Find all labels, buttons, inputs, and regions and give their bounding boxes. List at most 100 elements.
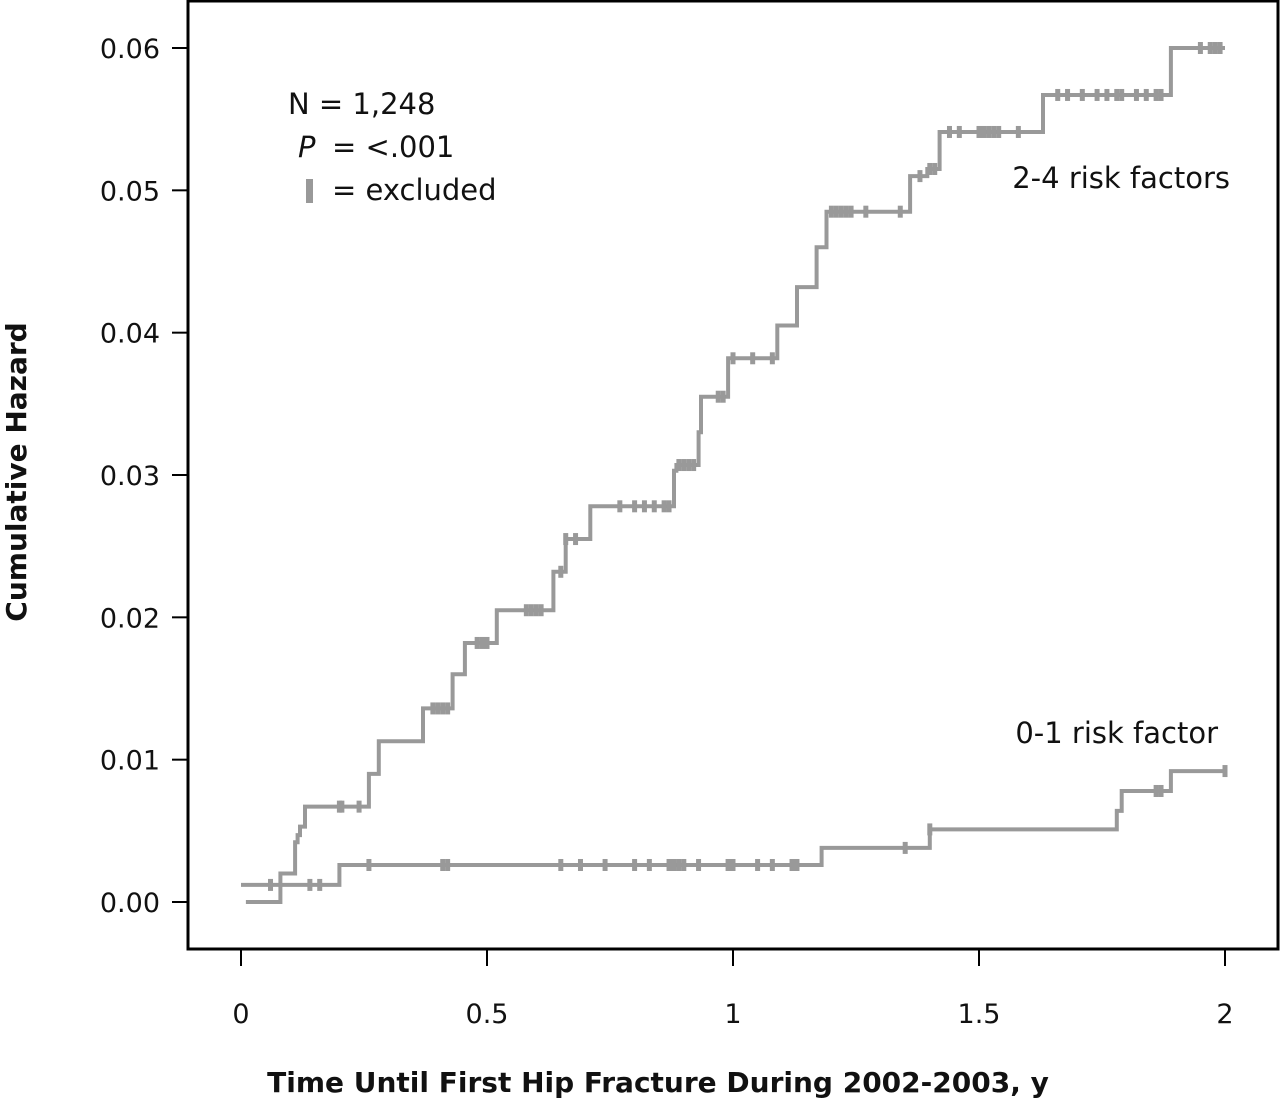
censor-mark <box>833 205 839 218</box>
y-tick-label: 0.03 <box>100 461 160 492</box>
y-axis-title: Cumulative Hazard <box>0 322 33 621</box>
censor-mark <box>430 702 436 715</box>
censor-mark <box>523 604 529 617</box>
x-axis: 0 0.5 1 1.5 2 <box>232 949 1234 1030</box>
x-tick-label: 1 <box>724 999 741 1030</box>
censor-mark <box>440 858 446 871</box>
censor-mark <box>558 858 564 871</box>
censor-mark <box>666 858 672 871</box>
censor-mark <box>986 125 992 138</box>
censor-mark <box>843 205 849 218</box>
censor-mark <box>1055 88 1061 101</box>
censor-mark <box>641 500 647 513</box>
censor-mark <box>750 352 756 365</box>
x-axis-title: Time Until First Hip Fracture During 200… <box>267 1066 1049 1099</box>
censor-mark <box>686 459 692 472</box>
censor-mark <box>991 125 997 138</box>
censor-mark <box>715 390 721 403</box>
censor-mark <box>848 205 854 218</box>
annotation-p-symbol: P <box>298 130 316 164</box>
censor-mark <box>1143 88 1149 101</box>
y-tick-label: 0.00 <box>100 888 160 919</box>
censor-mark <box>661 500 667 513</box>
censor-mark <box>435 702 441 715</box>
series-label-high-risk: 2-4 risk factors <box>1012 161 1230 195</box>
censor-mark <box>646 858 652 871</box>
y-tick-label: 0.04 <box>100 319 160 350</box>
censor-mark <box>946 125 952 138</box>
censor-mark <box>794 858 800 871</box>
censor-mark <box>479 636 485 649</box>
censor-mark <box>356 800 362 813</box>
censor-mark <box>789 858 795 871</box>
censor-mark <box>484 636 490 649</box>
censor-mark <box>897 205 903 218</box>
censor-mark <box>1114 88 1120 101</box>
censor-mark <box>927 162 933 175</box>
censor-mark <box>1079 88 1085 101</box>
censor-mark <box>730 352 736 365</box>
censor-mark <box>681 459 687 472</box>
y-tick-label: 0.05 <box>100 176 160 207</box>
censor-mark <box>1207 42 1213 54</box>
x-tick-label: 1.5 <box>958 999 1001 1030</box>
censor-mark <box>676 459 682 472</box>
censor-mark-legend-icon <box>306 179 313 203</box>
censor-mark <box>307 878 313 891</box>
censor-mark <box>691 459 697 472</box>
censor-mark <box>563 533 569 546</box>
annotation-censor-legend: = excluded <box>332 173 497 207</box>
censor-mark <box>632 858 638 871</box>
series-label-low-risk: 0-1 risk factor <box>1015 716 1218 750</box>
censor-mark <box>339 800 345 813</box>
censor-mark <box>651 500 657 513</box>
censor-mark <box>671 858 677 871</box>
censor-mark <box>632 500 638 513</box>
censor-mark <box>440 702 446 715</box>
annotation-n: N = 1,248 <box>288 87 435 121</box>
censor-mark <box>1222 765 1228 778</box>
censor-mark <box>538 604 544 617</box>
censor-mark <box>1212 42 1218 54</box>
censor-mark <box>681 858 687 871</box>
censor-mark <box>1015 125 1021 138</box>
censor-mark <box>863 205 869 218</box>
x-tick-label: 2 <box>1216 999 1233 1030</box>
y-tick-label: 0.06 <box>100 34 160 65</box>
censor-mark <box>932 162 938 175</box>
y-tick-label: 0.01 <box>100 746 160 777</box>
censor-mark <box>1094 88 1100 101</box>
series-layer <box>241 42 1228 904</box>
censor-mark <box>917 170 923 183</box>
censor-mark <box>577 858 583 871</box>
series-line-high-risk <box>245 46 1225 904</box>
censor-mark <box>769 352 775 365</box>
censor-mark <box>1133 88 1139 101</box>
censor-mark <box>602 858 608 871</box>
censor-mark <box>666 500 672 513</box>
censor-mark <box>533 604 539 617</box>
censor-mark <box>956 125 962 138</box>
censor-mark <box>838 205 844 218</box>
censor-mark <box>976 125 982 138</box>
censor-mark <box>268 878 274 891</box>
censor-mark <box>1065 88 1071 101</box>
x-tick-label: 0.5 <box>466 999 509 1030</box>
censor-mark <box>769 858 775 871</box>
censor-mark <box>996 125 1002 138</box>
censor-mark <box>617 500 623 513</box>
censor-mark <box>720 390 726 403</box>
censor-mark <box>445 858 451 871</box>
censor-mark <box>730 858 736 871</box>
censor-mark <box>755 858 761 871</box>
censor-mark <box>981 125 987 138</box>
censor-mark <box>1158 784 1164 797</box>
censor-mark <box>474 636 480 649</box>
censor-mark <box>366 858 372 871</box>
annotation-p-value: = <.001 <box>332 130 454 164</box>
censor-mark <box>1197 42 1203 54</box>
censor-mark <box>317 878 323 891</box>
y-tick-label: 0.02 <box>100 603 160 634</box>
x-tick-label: 0 <box>232 999 249 1030</box>
